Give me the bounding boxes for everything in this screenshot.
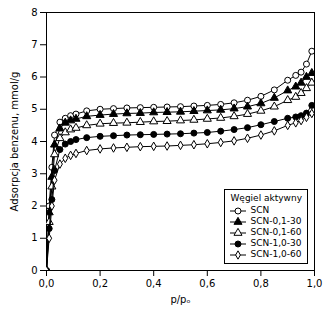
svg-text:6: 6 [31, 71, 37, 82]
svg-text:p/pₒ: p/pₒ [170, 294, 190, 305]
svg-text:2: 2 [31, 200, 37, 211]
svg-text:0,2: 0,2 [92, 278, 108, 289]
svg-text:Adsorpcja benzenu, mmol/g: Adsorpcja benzenu, mmol/g [9, 72, 20, 212]
svg-text:1: 1 [31, 232, 37, 243]
svg-text:0: 0 [31, 265, 37, 276]
html-text:SCN-1,0-30: SCN-1,0-30 [250, 238, 302, 248]
svg-text:0,6: 0,6 [199, 278, 215, 289]
html-text:SCN-0,1-60: SCN-0,1-60 [250, 227, 302, 237]
html-text:Węgiel aktywny: Węgiel aktywny [230, 193, 302, 203]
html-text:SCN-0,1-30: SCN-0,1-30 [250, 216, 302, 226]
svg-text:4: 4 [31, 136, 37, 147]
svg-text:8: 8 [31, 7, 37, 18]
svg-text:0,0: 0,0 [39, 278, 55, 289]
svg-text:5: 5 [31, 103, 37, 114]
svg-text:0,4: 0,4 [146, 278, 162, 289]
html-text:SCN-1,0-60: SCN-1,0-60 [250, 249, 302, 259]
svg-text:1,0: 1,0 [307, 278, 323, 289]
html-text:SCN: SCN [250, 205, 270, 215]
svg-text:0,8: 0,8 [253, 278, 269, 289]
svg-text:7: 7 [31, 39, 37, 50]
svg-text:3: 3 [31, 168, 37, 179]
